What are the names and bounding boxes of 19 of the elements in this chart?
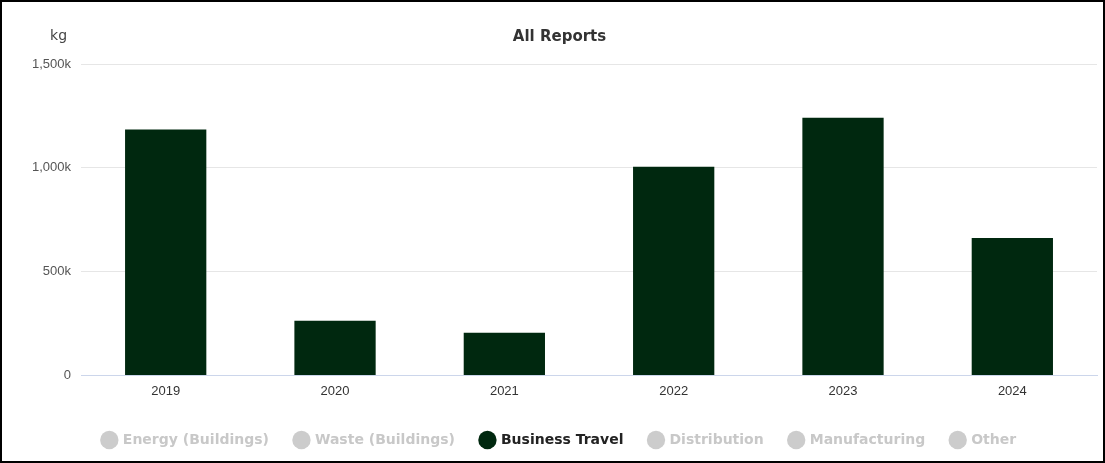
x-tick-label: 2020 [320, 382, 350, 398]
bar [294, 320, 376, 375]
bar [802, 117, 884, 375]
bar [971, 237, 1053, 375]
x-tick-label: 2024 [997, 382, 1027, 398]
chart-title: All Reports [512, 26, 607, 45]
bar [463, 332, 545, 375]
y-tick-label: 1,000k [31, 159, 72, 175]
y-tick-label: 1,500k [31, 55, 72, 71]
bar [633, 166, 715, 375]
bar [125, 129, 207, 375]
legend-label: Business Travel [500, 430, 624, 447]
x-tick-label: 2019 [151, 382, 181, 398]
y-tick-label: 500k [42, 263, 72, 279]
y-axis-title: kg [50, 26, 68, 43]
y-tick-label: 0 [63, 366, 72, 382]
x-tick-label: 2022 [659, 382, 689, 398]
x-tick-label: 2023 [828, 382, 858, 398]
x-tick-label: 2021 [489, 382, 519, 398]
